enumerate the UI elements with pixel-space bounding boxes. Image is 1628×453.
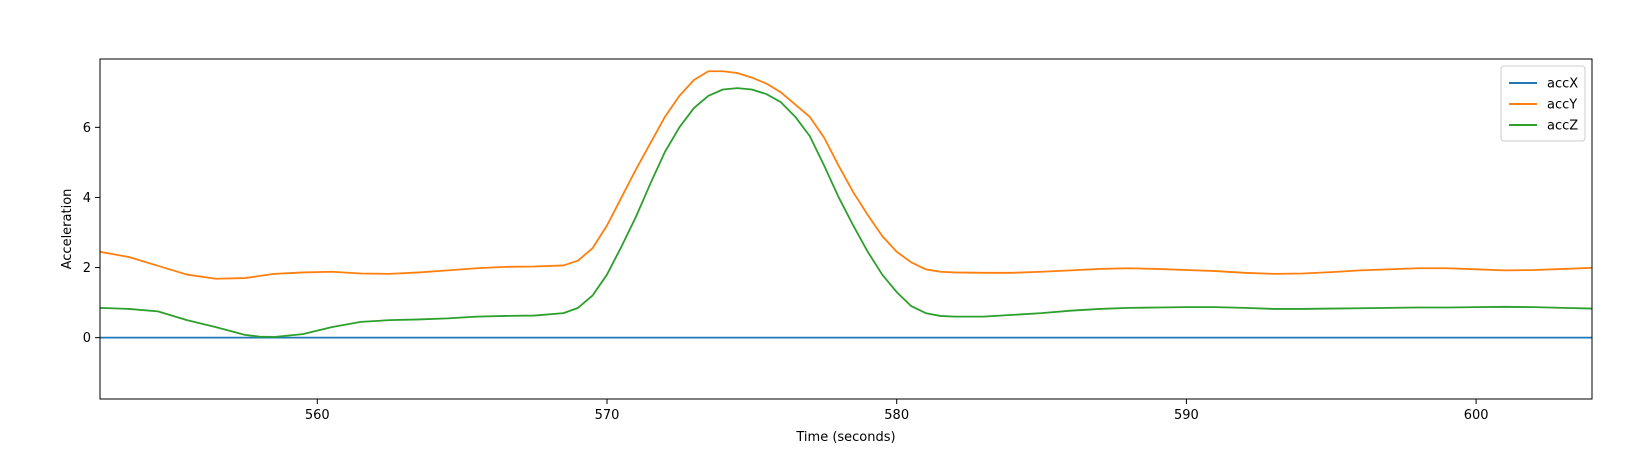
y-tick-label: 0 bbox=[83, 331, 91, 346]
x-tick-label: 580 bbox=[884, 408, 909, 423]
x-axis-label: Time (seconds) bbox=[795, 430, 895, 445]
x-tick-label: 560 bbox=[305, 408, 330, 423]
x-axis: 560 570 580 590 600 bbox=[305, 399, 1489, 423]
legend-label-accY: accY bbox=[1547, 98, 1577, 113]
series-layer bbox=[100, 70, 1592, 339]
y-tick-label: 6 bbox=[83, 121, 91, 136]
plot-frame bbox=[99, 58, 1593, 400]
x-tick-label: 590 bbox=[1174, 408, 1199, 423]
legend-label-accX: accX bbox=[1547, 77, 1578, 92]
y-tick-label: 4 bbox=[83, 191, 91, 206]
x-tick-label: 570 bbox=[595, 408, 620, 423]
y-axis-label: Acceleration bbox=[60, 189, 75, 270]
legend-box bbox=[1500, 65, 1586, 142]
legend: accX accY accZ bbox=[1500, 65, 1586, 142]
y-axis: 0 2 4 6 bbox=[83, 121, 100, 346]
x-tick-label: 600 bbox=[1464, 408, 1489, 423]
legend-label-accZ: accZ bbox=[1547, 119, 1578, 134]
plot-area-group bbox=[100, 70, 1592, 339]
series-line-accY bbox=[100, 70, 1592, 280]
y-tick-label: 2 bbox=[83, 261, 91, 276]
series-line-accZ bbox=[100, 87, 1592, 338]
